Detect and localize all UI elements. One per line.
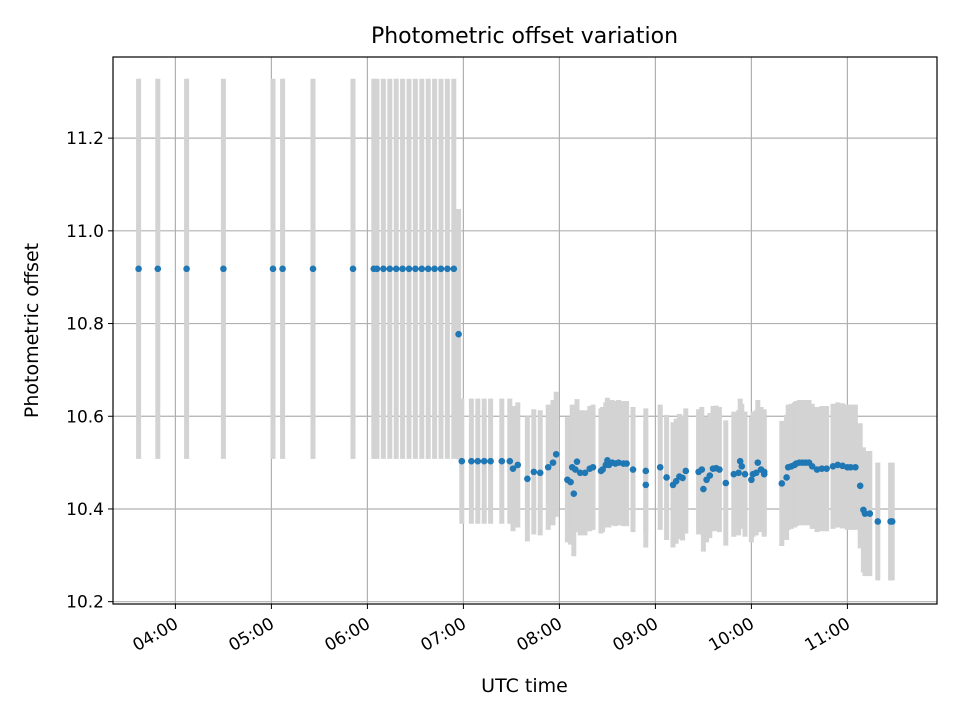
data-point [536, 469, 544, 477]
data-point [642, 481, 650, 489]
data-point [380, 265, 387, 273]
data-point [642, 467, 650, 475]
y-tick-label: 10.6 [66, 407, 104, 427]
data-point [573, 458, 581, 465]
data-point [823, 465, 830, 472]
data-point [861, 510, 869, 517]
data-point [506, 457, 514, 465]
data-point [672, 477, 680, 485]
data-point [698, 466, 706, 473]
data-point [778, 480, 786, 487]
data-point [818, 465, 826, 472]
data-point [722, 479, 730, 487]
y-tick-label: 11.0 [66, 222, 104, 242]
data-point [399, 265, 406, 273]
data-point [760, 470, 768, 478]
data-point [431, 265, 438, 273]
data-point [424, 265, 432, 273]
data-point [570, 490, 578, 497]
data-point [524, 475, 531, 483]
data-point [808, 463, 816, 470]
data-point [458, 457, 466, 465]
y-axis: 10.2 10.4 10.6 10.8 11.0 11.2 [66, 129, 113, 613]
data-point [856, 482, 864, 490]
data-point [706, 472, 714, 479]
data-point [279, 265, 286, 273]
data-point [589, 463, 597, 471]
data-point [748, 476, 755, 484]
chart-title: Photometric offset variation [371, 24, 678, 49]
data-point [468, 457, 475, 465]
data-point [581, 469, 589, 477]
data-point [735, 469, 742, 477]
data-point [549, 459, 557, 466]
x-axis-label: UTC time [481, 675, 568, 697]
data-point [700, 485, 707, 493]
data-point [154, 265, 162, 273]
data-point [444, 265, 451, 273]
data-point [405, 265, 413, 273]
data-point [474, 457, 482, 465]
data-point [418, 265, 426, 273]
data-point [656, 463, 664, 471]
data-point [866, 510, 874, 517]
data-point [847, 463, 854, 471]
data-point [437, 265, 445, 273]
data-point [530, 468, 538, 476]
plot-frame [112, 56, 938, 605]
data-points [135, 265, 896, 525]
data-point [623, 460, 630, 467]
data-point [498, 457, 506, 465]
y-tick-label: 11.2 [66, 129, 104, 149]
data-point [480, 457, 488, 465]
data-point [509, 465, 517, 472]
data-point [629, 466, 637, 473]
data-point [888, 518, 896, 525]
data-point [682, 467, 690, 475]
data-point [455, 330, 462, 338]
data-point [183, 265, 190, 273]
data-point [736, 457, 744, 465]
data-point [663, 474, 670, 481]
data-point [412, 265, 419, 273]
data-point [552, 450, 560, 458]
data-point [135, 265, 142, 273]
data-point [852, 463, 859, 471]
data-point [738, 463, 746, 470]
data-point [752, 469, 760, 477]
y-tick-label: 10.4 [66, 500, 104, 520]
y-tick-label: 10.2 [66, 593, 104, 613]
y-axis-label: Photometric offset [21, 243, 43, 418]
grid [113, 57, 937, 604]
data-point [544, 463, 552, 471]
y-tick-label: 10.8 [66, 315, 104, 335]
data-point [783, 474, 790, 481]
data-point [386, 265, 394, 273]
data-point [373, 265, 381, 273]
data-point [450, 265, 458, 273]
data-point [599, 466, 606, 473]
data-point [349, 265, 357, 273]
data-point [576, 469, 584, 477]
data-point [269, 265, 277, 273]
data-point [220, 265, 227, 273]
data-point [487, 457, 494, 465]
data-point [741, 470, 749, 478]
data-point [572, 466, 579, 473]
data-point [874, 518, 882, 525]
data-point [716, 466, 723, 473]
data-point [392, 265, 400, 273]
data-point [567, 478, 574, 486]
data-point [754, 459, 762, 466]
data-point [679, 474, 686, 482]
data-point [514, 461, 522, 469]
data-point [309, 265, 317, 273]
